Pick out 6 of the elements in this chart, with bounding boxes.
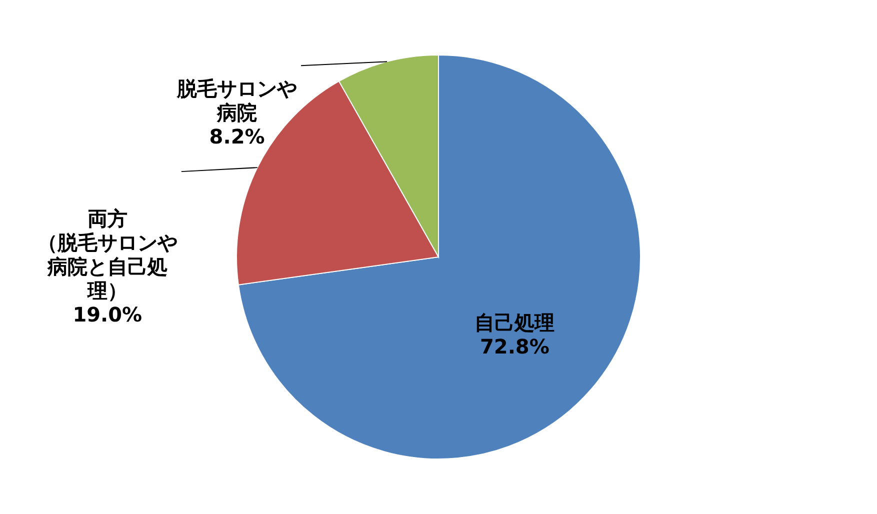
data-label: 72.8% — [480, 334, 550, 358]
slice-label: 両方（脱毛サロンや病院と自己処理） — [37, 206, 178, 303]
data-label: 8.2% — [209, 124, 265, 149]
slice-label: 脱毛サロンや病院 — [176, 76, 298, 125]
slice-label: 自己処理 — [474, 310, 555, 334]
data-label: 19.0% — [72, 302, 142, 327]
